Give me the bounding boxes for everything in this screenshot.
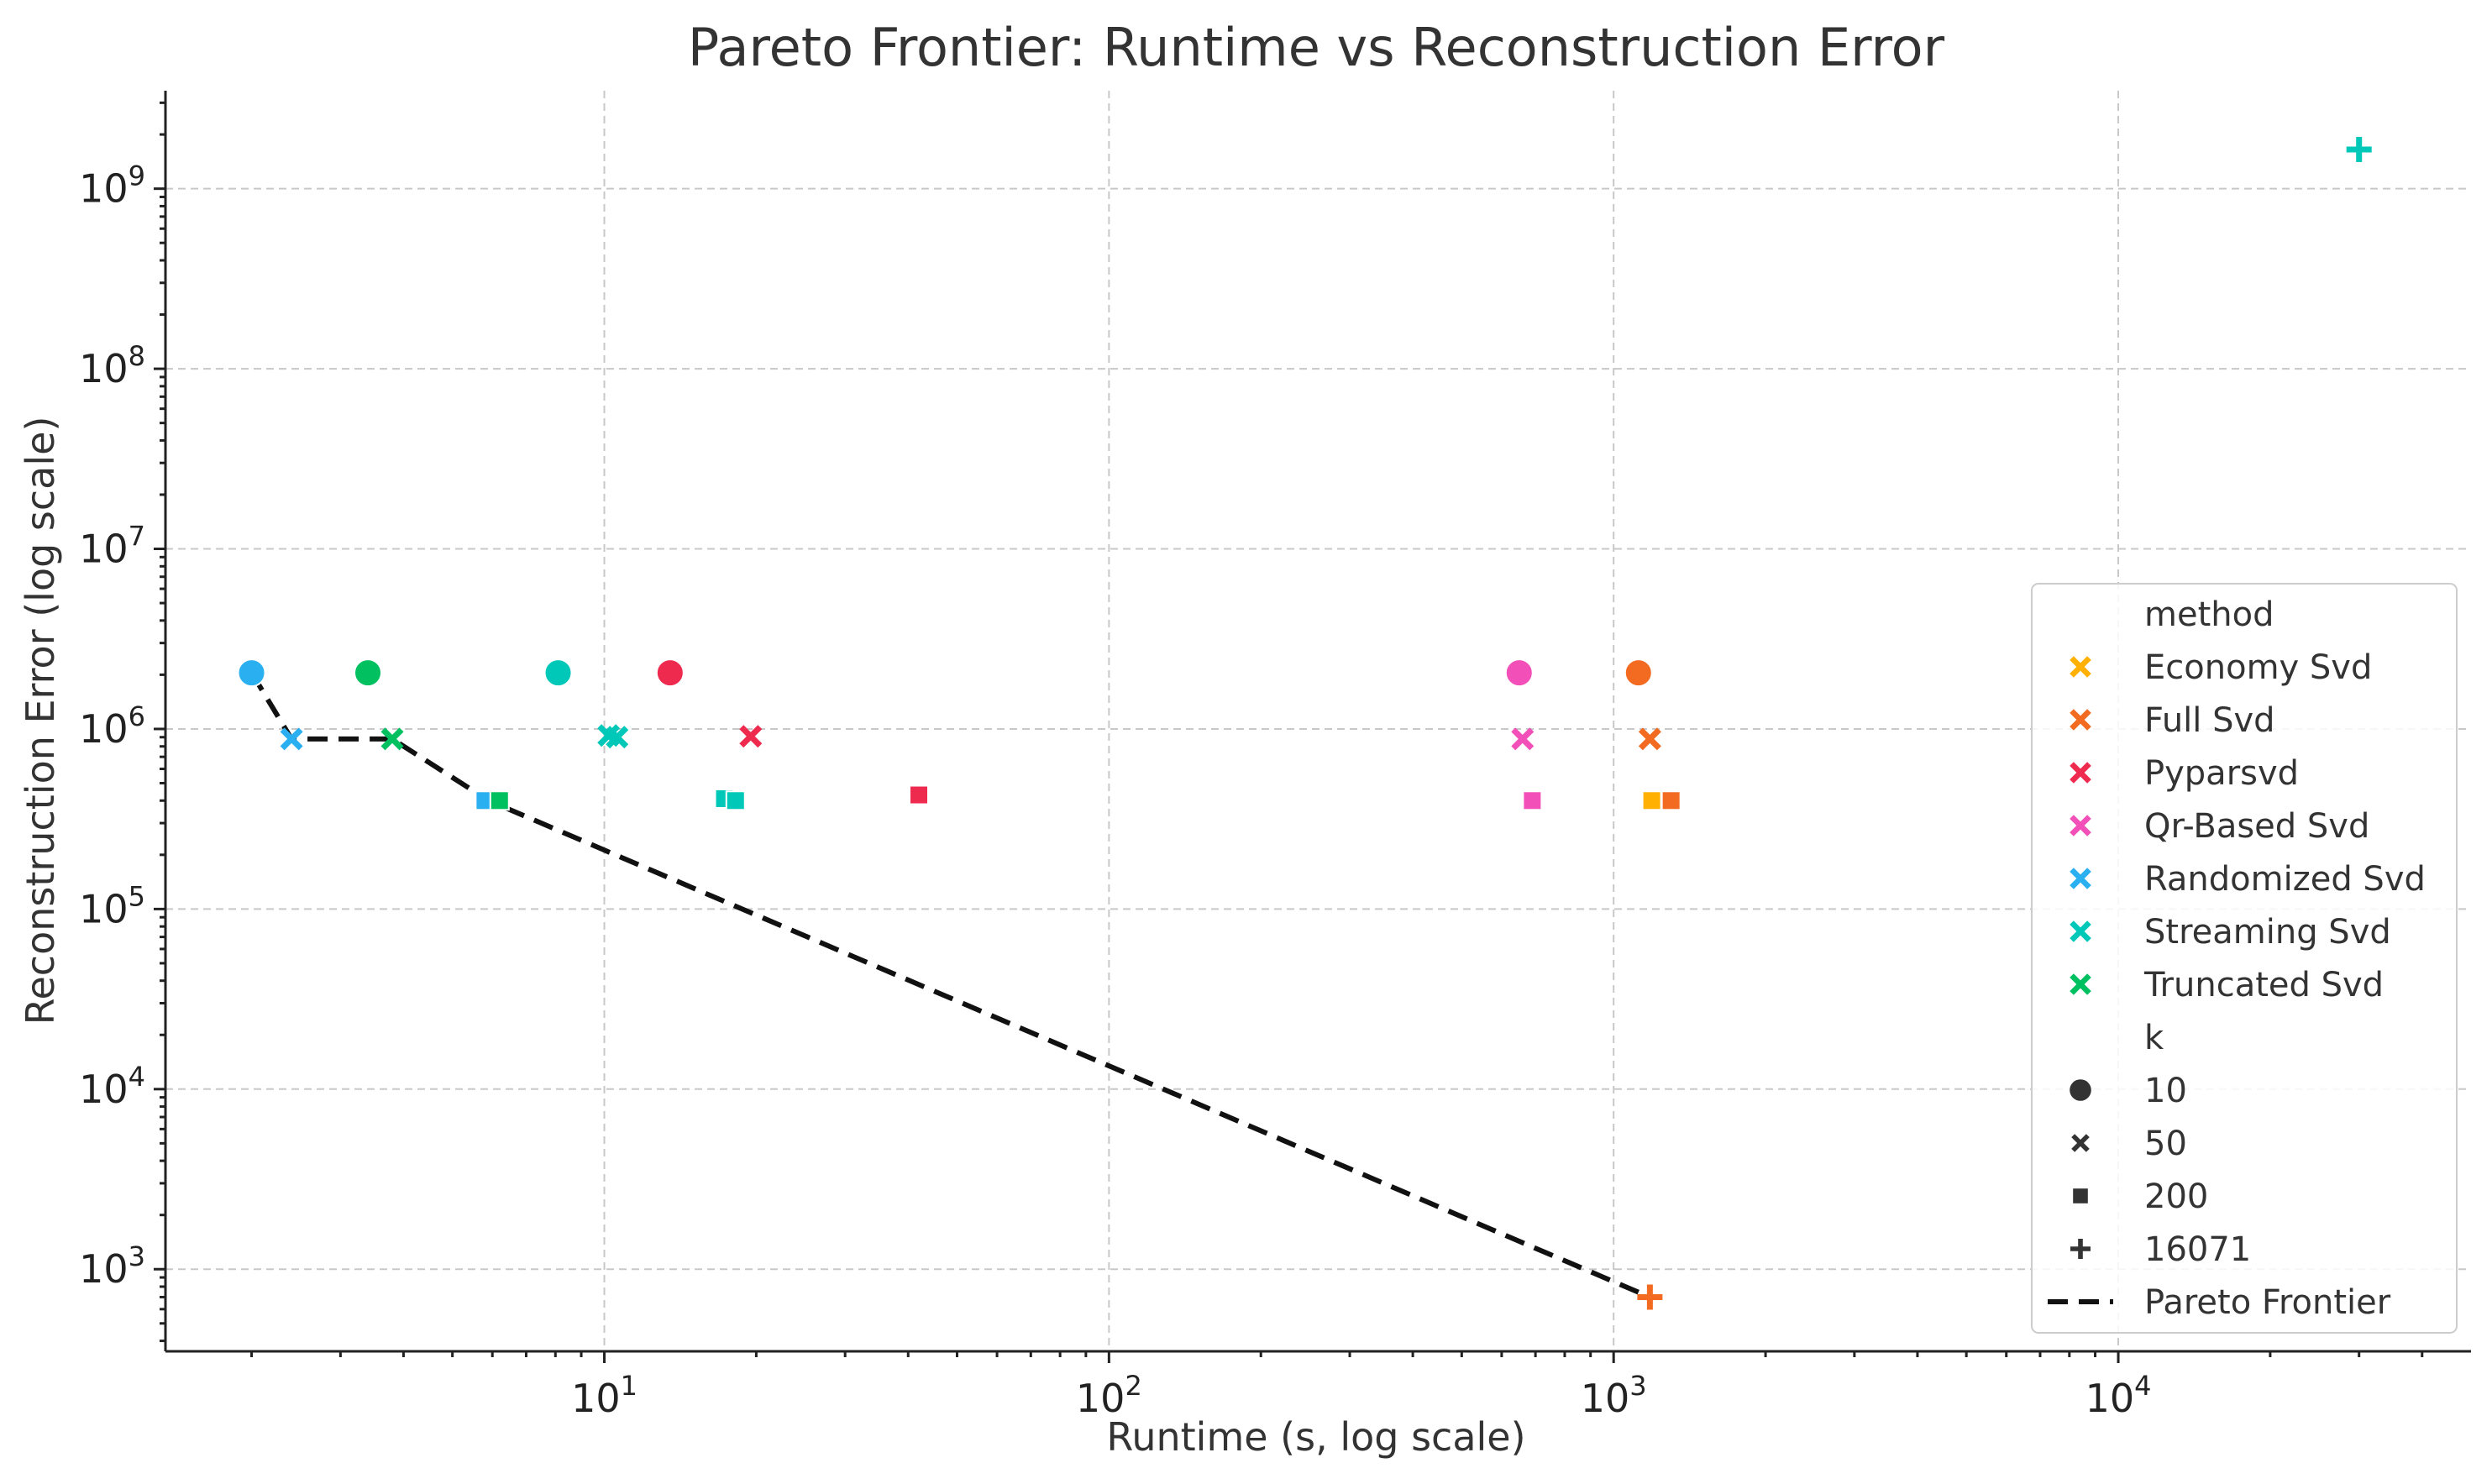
y-tick-label: 103 [79, 1240, 145, 1292]
legend-label-randomized-svd: Randomized Svd [2144, 860, 2426, 899]
legend-marker-randomized-svd [2070, 868, 2091, 889]
point-truncated-svd-k10 [354, 658, 383, 688]
legend-marker-k16071 [2070, 1239, 2091, 1259]
legend-marker-streaming-svd [2070, 920, 2091, 942]
legend-marker-k50 [2071, 1134, 2090, 1152]
point-truncated-svd-k50 [380, 727, 404, 751]
legend-marker-k200 [2073, 1188, 2088, 1203]
legend-label-k10: 10 [2144, 1072, 2187, 1110]
x-tick-label: 104 [2085, 1370, 2152, 1421]
legend-label-streaming-svd: Streaming Svd [2144, 913, 2391, 952]
data-points [237, 137, 2372, 1310]
y-tick-label: 104 [79, 1061, 145, 1112]
point-full-svd-k10 [1624, 658, 1653, 688]
y-axis-label: Reconstruction Error (log scale) [18, 417, 63, 1025]
point-randomized-svd-k10 [237, 658, 266, 688]
legend-marker-qr-based-svd [2070, 815, 2091, 836]
point-qr-based-svd-k50 [1511, 727, 1535, 751]
legend-label-economy-svd: Economy Svd [2144, 648, 2372, 687]
point-streaming-svd-k200 [725, 790, 746, 811]
y-tick-label: 108 [79, 340, 145, 391]
legend-label-k50: 50 [2144, 1125, 2187, 1163]
legend-marker-full-svd [2070, 709, 2091, 731]
x-tick-label: 102 [1076, 1370, 1142, 1421]
point-full-svd-k16071 [1637, 1284, 1663, 1310]
point-qr-based-svd-k10 [1504, 658, 1534, 688]
legend-marker-pyparsvd [2070, 762, 2091, 784]
pareto-frontier-line [249, 671, 1651, 1300]
x-axis-label: Runtime (s, log scale) [1106, 1414, 1525, 1460]
legend-label-k16071: 16071 [2144, 1230, 2251, 1269]
point-qr-based-svd-k200 [1522, 790, 1543, 811]
y-tick-label: 106 [79, 700, 145, 752]
legend-label-full-svd: Full Svd [2144, 701, 2275, 740]
legend-label-truncated-svd: Truncated Svd [2143, 966, 2384, 1004]
point-pyparsvd-k200 [908, 784, 929, 805]
chart-title: Pareto Frontier: Runtime vs Reconstructi… [688, 17, 1945, 78]
legend-title-method: method [2144, 595, 2274, 634]
legend-label-pareto-frontier: Pareto Frontier [2144, 1283, 2391, 1322]
legend-box [2031, 583, 2458, 1334]
legend-marker-economy-svd [2070, 656, 2091, 678]
point-full-svd-k50 [1638, 727, 1661, 751]
legend-title-k: k [2144, 1019, 2164, 1057]
point-pyparsvd-k50 [739, 725, 763, 748]
point-pyparsvd-k10 [655, 658, 685, 688]
legend-marker-k10 [2070, 1079, 2091, 1101]
legend-marker-truncated-svd [2070, 973, 2091, 995]
point-economy-svd-k200 [1641, 790, 1662, 811]
y-tick-label: 109 [79, 160, 145, 212]
x-ticks: 101 102 103 104 [250, 1351, 2424, 1421]
y-tick-label: 107 [79, 521, 145, 572]
point-streaming-svd-k50 [606, 726, 629, 749]
legend-label-k200: 200 [2144, 1177, 2208, 1216]
point-streaming-svd-k10 [543, 658, 573, 688]
point-truncated-svd-k200 [489, 790, 510, 811]
x-tick-label: 101 [571, 1370, 637, 1421]
legend: method Economy Svd Full Svd Pyparsvd Qr-Base… [2031, 583, 2458, 1334]
point-full-svd-k200 [1660, 790, 1681, 811]
point-randomized-svd-k50 [280, 727, 303, 751]
legend-label-qr-based-svd: Qr-Based Svd [2144, 807, 2369, 846]
x-tick-label: 103 [1581, 1370, 1647, 1421]
y-ticks: 103 104 105 106 107 108 109 [79, 101, 165, 1343]
axes [164, 91, 2471, 1353]
legend-label-pyparsvd: Pyparsvd [2144, 754, 2299, 793]
point-streaming-svd-k16071 [2346, 137, 2372, 163]
y-tick-label: 105 [79, 880, 145, 931]
